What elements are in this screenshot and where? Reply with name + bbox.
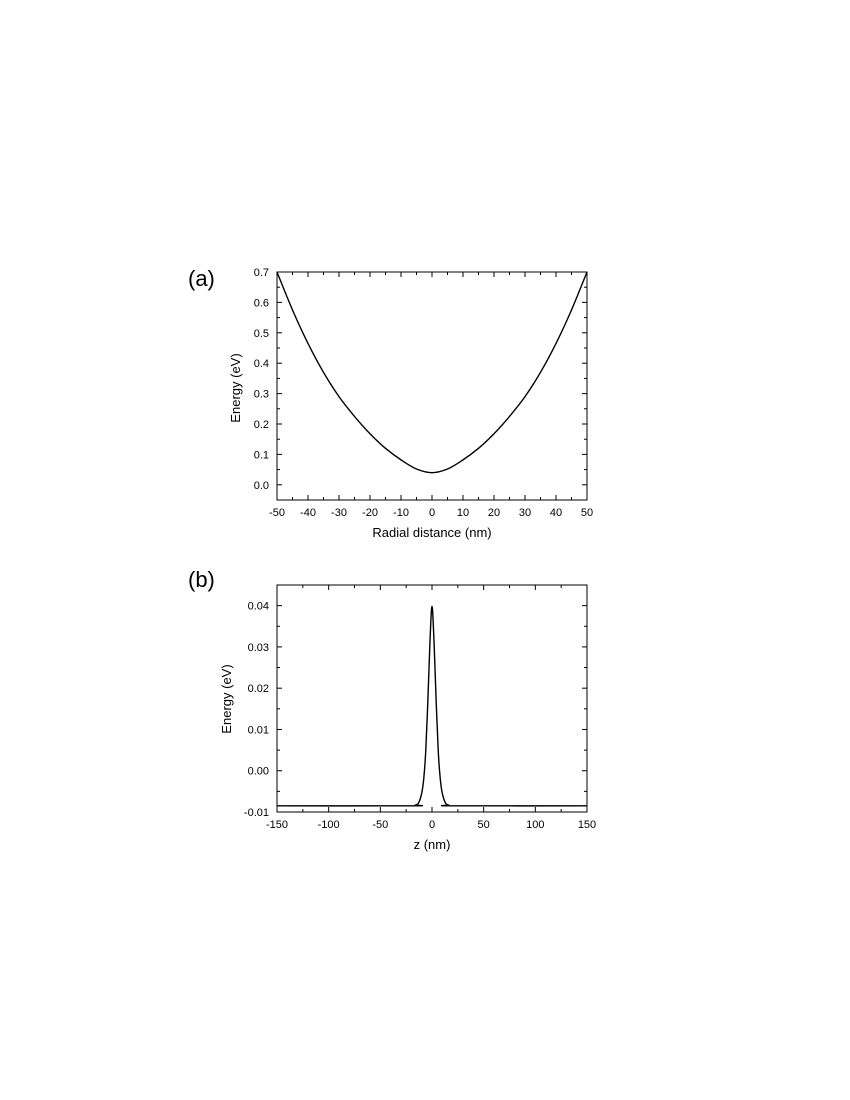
panel-a-x-tick-label: -10 xyxy=(393,507,409,519)
panel-b-series-line xyxy=(276,605,588,807)
panel-a-x-tick-label: 10 xyxy=(457,507,469,519)
panel-b-chart: (b) z (nm) Energy (eV) -150 -100 -50 0 50 100… xyxy=(188,567,596,852)
panel-a-x-tick-label: 50 xyxy=(581,507,593,519)
panel-a-x-tick-label: -40 xyxy=(300,507,316,519)
panel-a-x-tick-label: 30 xyxy=(519,507,531,519)
panel-a-x-axis-label: Radial distance (nm) xyxy=(372,525,491,540)
panel-a-y-tick-label: 0.7 xyxy=(254,267,269,279)
panel-b-x-tick-label: -150 xyxy=(266,819,288,831)
panel-b-y-axis-label: Energy (eV) xyxy=(219,664,234,733)
panel-b-y-tick-label: 0.01 xyxy=(248,724,269,736)
panel-a-x-tick-label: 40 xyxy=(550,507,562,519)
panel-b-x-tick-label: 150 xyxy=(578,819,596,831)
panel-b-x-axis-label: z (nm) xyxy=(414,837,451,852)
panel-a-x-tick-label: 20 xyxy=(488,507,500,519)
panel-a-y-tick-label: 0.6 xyxy=(254,297,269,309)
panel-a-y-tick-label: 0.2 xyxy=(254,419,269,431)
panel-a-x-tick-label: -50 xyxy=(269,507,285,519)
panel-a-y-tick-label: 0.4 xyxy=(254,358,269,370)
panel-a-x-tick-label: 0 xyxy=(429,507,435,519)
panel-b-x-tick-label: 0 xyxy=(429,819,435,831)
panel-b-x-tick-label: 50 xyxy=(478,819,490,831)
panel-a-chart: (a) Radial distance (nm) Energy (eV) -50… xyxy=(188,266,593,540)
panel-b-y-tick-label: 0.03 xyxy=(248,642,269,654)
panel-a-y-tick-label: 0.5 xyxy=(254,328,269,340)
panel-b-x-tick-label: -50 xyxy=(372,819,388,831)
panel-b-plot-frame xyxy=(276,584,588,813)
panel-b-label: (b) xyxy=(188,567,215,592)
panel-b-y-tick-label: 0.00 xyxy=(248,766,269,778)
panel-a-y-tick-label: 0.1 xyxy=(254,449,269,461)
panel-b-x-tick-label: -100 xyxy=(318,819,340,831)
panel-a-series-line xyxy=(276,271,588,474)
panel-a-y-tick-label: 0.3 xyxy=(254,389,269,401)
panel-a-label: (a) xyxy=(188,266,215,291)
panel-a-y-axis-label: Energy (eV) xyxy=(228,353,243,422)
panel-a-x-tick-label: -30 xyxy=(331,507,347,519)
panel-b-y-tick-label: 0.02 xyxy=(248,683,269,695)
panel-a-y-tick-label: 0.0 xyxy=(254,480,269,492)
panel-a-plot-frame xyxy=(276,271,588,501)
panel-a-x-tick-label: -20 xyxy=(362,507,378,519)
panel-b-y-tick-label: 0.04 xyxy=(248,601,269,613)
panel-b-y-tick-label: -0.01 xyxy=(244,807,269,819)
panel-b-x-tick-label: 100 xyxy=(526,819,544,831)
